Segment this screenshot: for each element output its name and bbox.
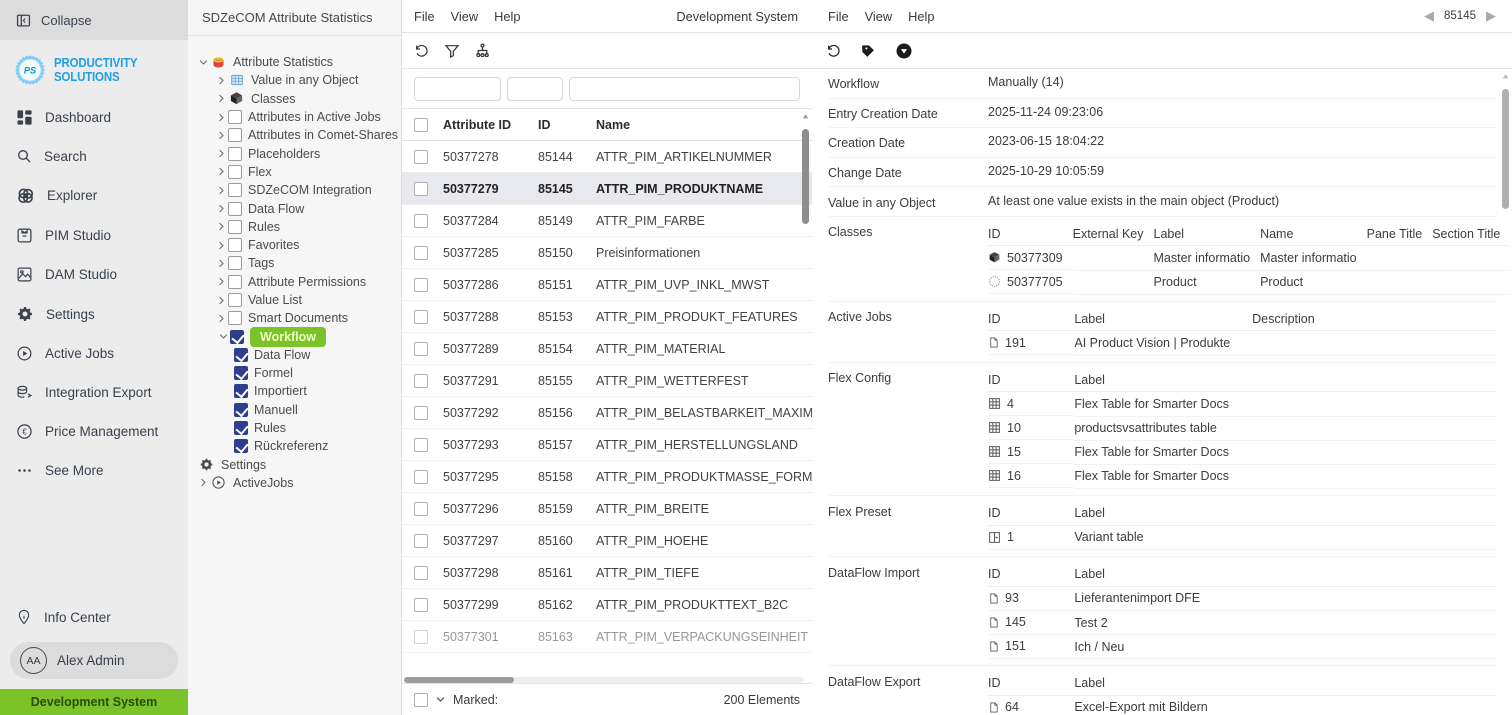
svg-text:PS: PS xyxy=(24,66,37,76)
svg-text:€: € xyxy=(22,427,27,436)
